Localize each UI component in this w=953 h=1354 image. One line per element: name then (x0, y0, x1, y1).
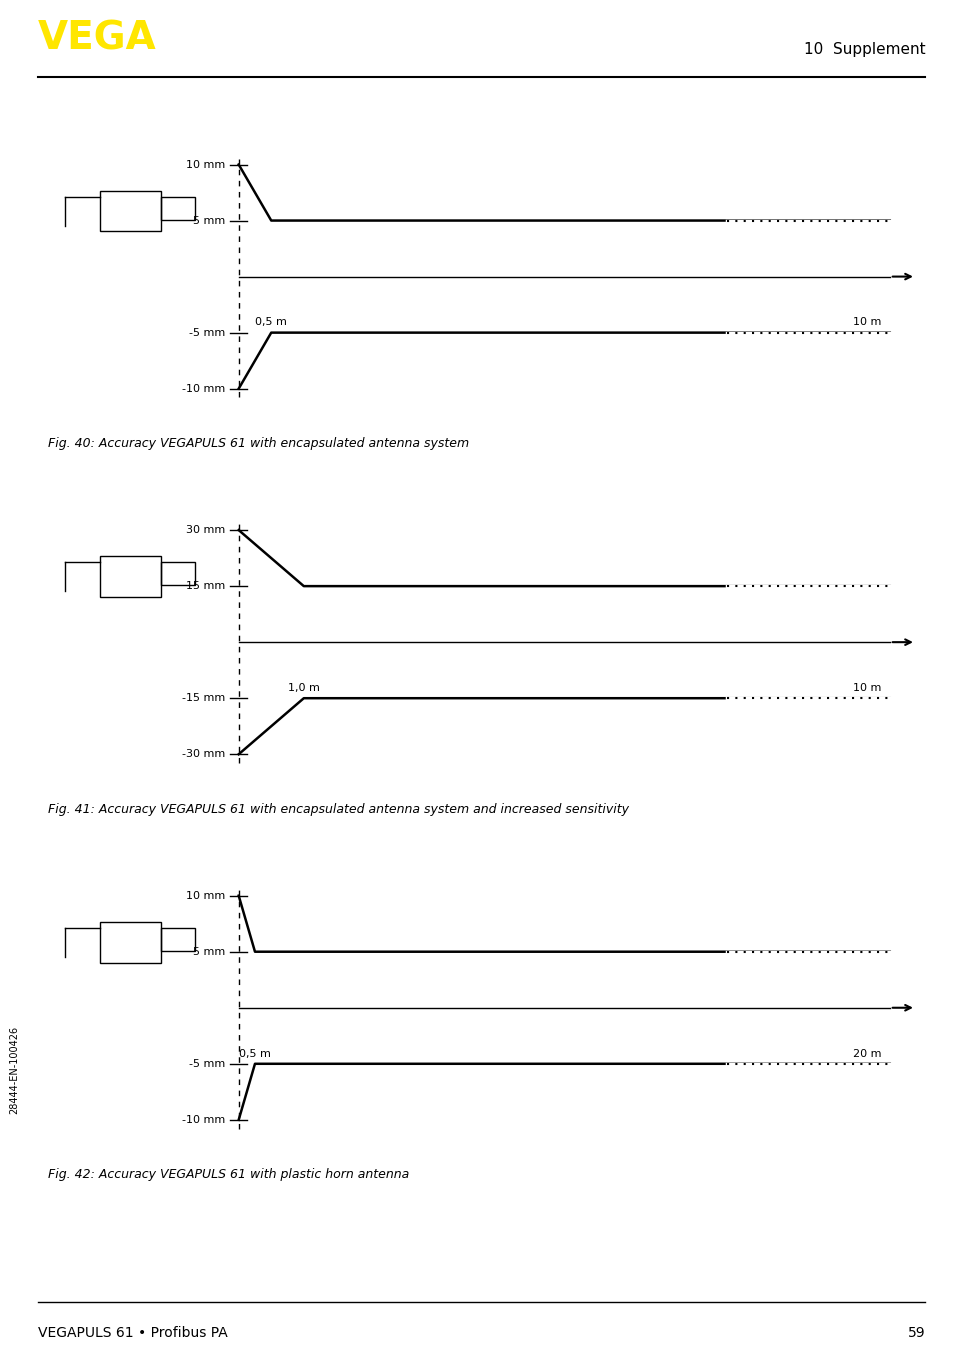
Text: Fig. 41: Accuracy VEGAPULS 61 with encapsulated antenna system and increased sen: Fig. 41: Accuracy VEGAPULS 61 with encap… (48, 803, 628, 815)
Text: 0,5 m: 0,5 m (255, 317, 287, 328)
Text: VEGAPULS 61 • Profibus PA: VEGAPULS 61 • Profibus PA (38, 1326, 228, 1339)
Text: 10 m: 10 m (852, 682, 881, 693)
Text: 59: 59 (907, 1326, 924, 1339)
Text: 0,5 m: 0,5 m (239, 1048, 271, 1059)
Bar (160, 562, 195, 585)
Text: 5 mm: 5 mm (193, 215, 226, 226)
Text: 10 m: 10 m (852, 317, 881, 328)
Text: 20 m: 20 m (852, 1048, 881, 1059)
Bar (100, 556, 160, 597)
Text: 5 mm: 5 mm (193, 946, 226, 957)
Text: -10 mm: -10 mm (182, 383, 226, 394)
Text: Fig. 40: Accuracy VEGAPULS 61 with encapsulated antenna system: Fig. 40: Accuracy VEGAPULS 61 with encap… (48, 437, 468, 450)
Text: -5 mm: -5 mm (190, 328, 226, 337)
Text: 10  Supplement: 10 Supplement (803, 42, 924, 57)
Bar (100, 191, 160, 232)
Text: 28444-EN-100426: 28444-EN-100426 (10, 1025, 19, 1113)
Text: 10 mm: 10 mm (186, 891, 226, 900)
Text: -10 mm: -10 mm (182, 1114, 226, 1125)
Text: 10 mm: 10 mm (186, 160, 226, 169)
Bar (160, 196, 195, 219)
Text: 15 mm: 15 mm (186, 581, 226, 592)
Text: Fig. 42: Accuracy VEGAPULS 61 with plastic horn antenna: Fig. 42: Accuracy VEGAPULS 61 with plast… (48, 1169, 409, 1181)
Text: -5 mm: -5 mm (190, 1059, 226, 1068)
Text: 30 mm: 30 mm (186, 525, 226, 535)
Bar (160, 927, 195, 951)
Text: -15 mm: -15 mm (182, 693, 226, 703)
Text: VEGA: VEGA (38, 19, 156, 57)
Text: 1,0 m: 1,0 m (288, 682, 319, 693)
Bar (100, 922, 160, 963)
Text: -30 mm: -30 mm (182, 749, 226, 760)
